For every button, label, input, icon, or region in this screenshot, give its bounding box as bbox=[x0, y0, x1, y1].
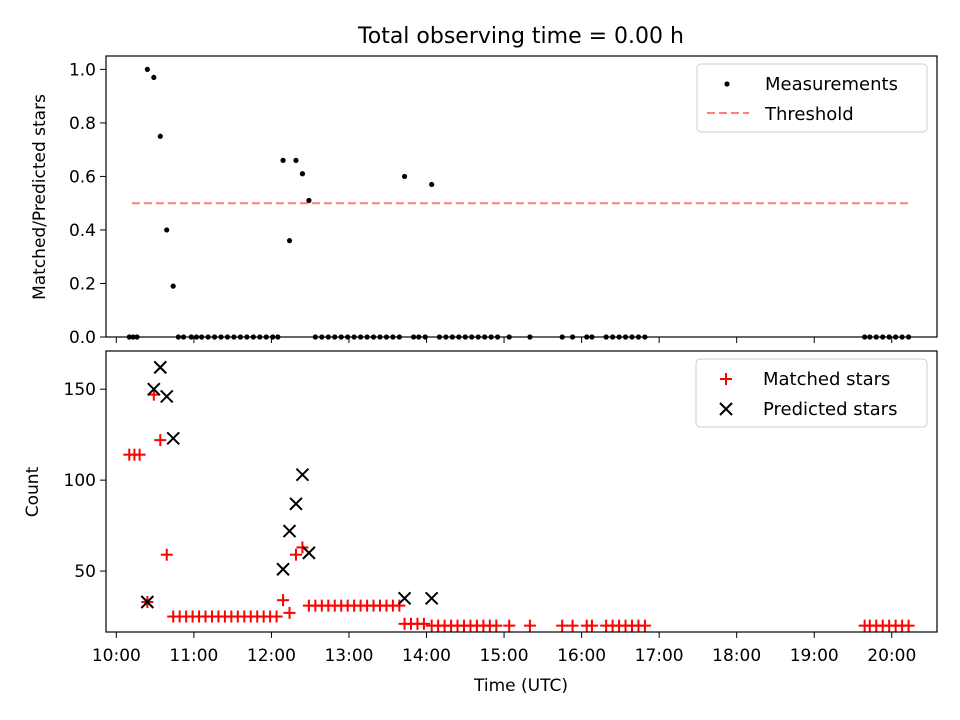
x-tick-label: 13:00 bbox=[324, 646, 373, 666]
x-axis-label: Time (UTC) bbox=[473, 676, 568, 696]
x-tick-label: 19:00 bbox=[790, 646, 839, 666]
x-tick-label: 17:00 bbox=[635, 646, 684, 666]
top-legend-box bbox=[696, 63, 928, 133]
matched-star-point bbox=[490, 619, 503, 632]
measurement-point bbox=[151, 74, 157, 81]
matched-star-point bbox=[638, 619, 651, 632]
top-y-ticks: 0.0 0.2 0.4 0.6 0.8 1.0 bbox=[69, 60, 106, 348]
measurement-point bbox=[293, 157, 299, 163]
legend-predicted-marker bbox=[719, 402, 733, 416]
bottom-axes-frame bbox=[105, 350, 938, 633]
predicted-star-point bbox=[140, 595, 155, 609]
predicted-star-point bbox=[289, 497, 303, 511]
bottom-y-ticks: 50 100 150 bbox=[64, 380, 106, 582]
predicted-star-point bbox=[282, 524, 297, 538]
measurement-point bbox=[144, 66, 150, 72]
top-y-tick-label: 0.6 bbox=[69, 167, 96, 187]
x-ticks: 10:00 11:00 12:00 13:00 14:00 15:00 16:00 17:00… bbox=[92, 337, 916, 666]
predicted-star-point bbox=[424, 591, 439, 606]
legend-matched-marker bbox=[720, 373, 732, 385]
matched-star-point bbox=[289, 548, 302, 561]
legend-measurements-label: Measurements bbox=[765, 74, 898, 95]
measurement-point bbox=[306, 197, 312, 204]
legend-predicted-label: Predicted stars bbox=[763, 399, 897, 420]
bottom-plot-area bbox=[123, 360, 915, 632]
matched-star-point bbox=[270, 610, 283, 623]
predicted-star-stroke bbox=[295, 467, 310, 482]
predicted-star-stroke bbox=[153, 360, 167, 375]
matched-star-point bbox=[154, 434, 167, 447]
predicted-star-point bbox=[295, 467, 310, 482]
predicted-star-stroke bbox=[147, 382, 161, 396]
predicted-star-stroke bbox=[282, 524, 297, 538]
x-tick-label: 18:00 bbox=[712, 646, 761, 666]
chart-title: Total observing time = 0.00 h bbox=[357, 24, 684, 49]
measurement-point bbox=[157, 133, 163, 139]
top-y-tick-label: 0.0 bbox=[69, 328, 96, 348]
top-y-tick-label: 0.2 bbox=[69, 274, 96, 294]
measurement-point bbox=[286, 238, 293, 244]
bottom-y-tick-label: 100 bbox=[64, 471, 96, 491]
matched-star-point bbox=[902, 619, 915, 632]
top-y-tick-label: 0.4 bbox=[69, 221, 96, 241]
predicted-star-stroke bbox=[397, 591, 412, 606]
matched-star-point bbox=[556, 619, 569, 632]
x-tick-label: 14:00 bbox=[402, 646, 451, 666]
bottom-y-tick-label: 150 bbox=[64, 380, 96, 400]
measurement-point bbox=[299, 171, 306, 177]
predicted-star-point bbox=[276, 562, 290, 576]
top-axes-frame bbox=[105, 55, 938, 338]
x-tick-label: 15:00 bbox=[480, 646, 529, 666]
top-panel: 0.0 0.2 0.4 0.6 0.8 1.0 Matched/Predicted sta… bbox=[30, 55, 938, 348]
matched-star-point bbox=[566, 619, 579, 632]
predicted-star-point bbox=[302, 546, 316, 560]
predicted-star-point bbox=[147, 382, 161, 396]
x-tick-label: 12:00 bbox=[247, 646, 296, 666]
legend-threshold-label: Threshold bbox=[764, 104, 854, 125]
measurement-point bbox=[280, 157, 286, 163]
predicted-star-stroke bbox=[289, 497, 303, 511]
predicted-star-stroke bbox=[302, 546, 316, 560]
matched-star-point bbox=[160, 548, 173, 561]
bottom-legend-box bbox=[695, 358, 928, 428]
x-tick-label: 11:00 bbox=[169, 646, 218, 666]
measurement-point bbox=[429, 181, 435, 188]
top-y-axis-label: Matched/Predicted stars bbox=[30, 94, 50, 300]
predicted-star-stroke bbox=[166, 431, 180, 446]
matched-star-point bbox=[585, 619, 598, 632]
matched-star-point bbox=[147, 388, 160, 401]
top-y-tick-label: 1.0 bbox=[69, 60, 96, 80]
matched-star-point bbox=[277, 594, 290, 607]
predicted-star-stroke bbox=[160, 389, 174, 404]
matched-star-point bbox=[283, 606, 296, 619]
predicted-star-point bbox=[153, 360, 167, 375]
predicted-star-point bbox=[397, 591, 412, 606]
top-legend: Measurements Threshold bbox=[696, 63, 928, 133]
measurement-point bbox=[170, 283, 176, 289]
measurement-point bbox=[401, 173, 408, 180]
legend-measurements-marker bbox=[724, 81, 730, 87]
predicted-star-stroke bbox=[424, 591, 439, 606]
matched-star-point bbox=[523, 619, 536, 632]
matched-star-point bbox=[133, 448, 146, 461]
legend-matched-label: Matched stars bbox=[763, 369, 890, 390]
bottom-y-axis-label: Count bbox=[23, 466, 43, 517]
x-tick-label: 16:00 bbox=[557, 646, 606, 666]
measurement-point bbox=[164, 227, 170, 233]
predicted-star-stroke bbox=[276, 562, 290, 576]
x-tick-label: 20:00 bbox=[867, 646, 916, 666]
predicted-star-stroke bbox=[140, 595, 155, 609]
bottom-legend: Matched stars Predicted stars bbox=[695, 358, 928, 428]
matched-star-point bbox=[393, 599, 406, 612]
predicted-star-point bbox=[166, 431, 180, 446]
top-y-tick-label: 0.8 bbox=[69, 114, 96, 134]
predicted-star-point bbox=[160, 389, 174, 404]
matched-star-point bbox=[503, 619, 516, 632]
matched-star-point bbox=[417, 617, 430, 630]
bottom-y-tick-label: 50 bbox=[74, 562, 96, 582]
x-tick-label: 10:00 bbox=[92, 646, 141, 666]
